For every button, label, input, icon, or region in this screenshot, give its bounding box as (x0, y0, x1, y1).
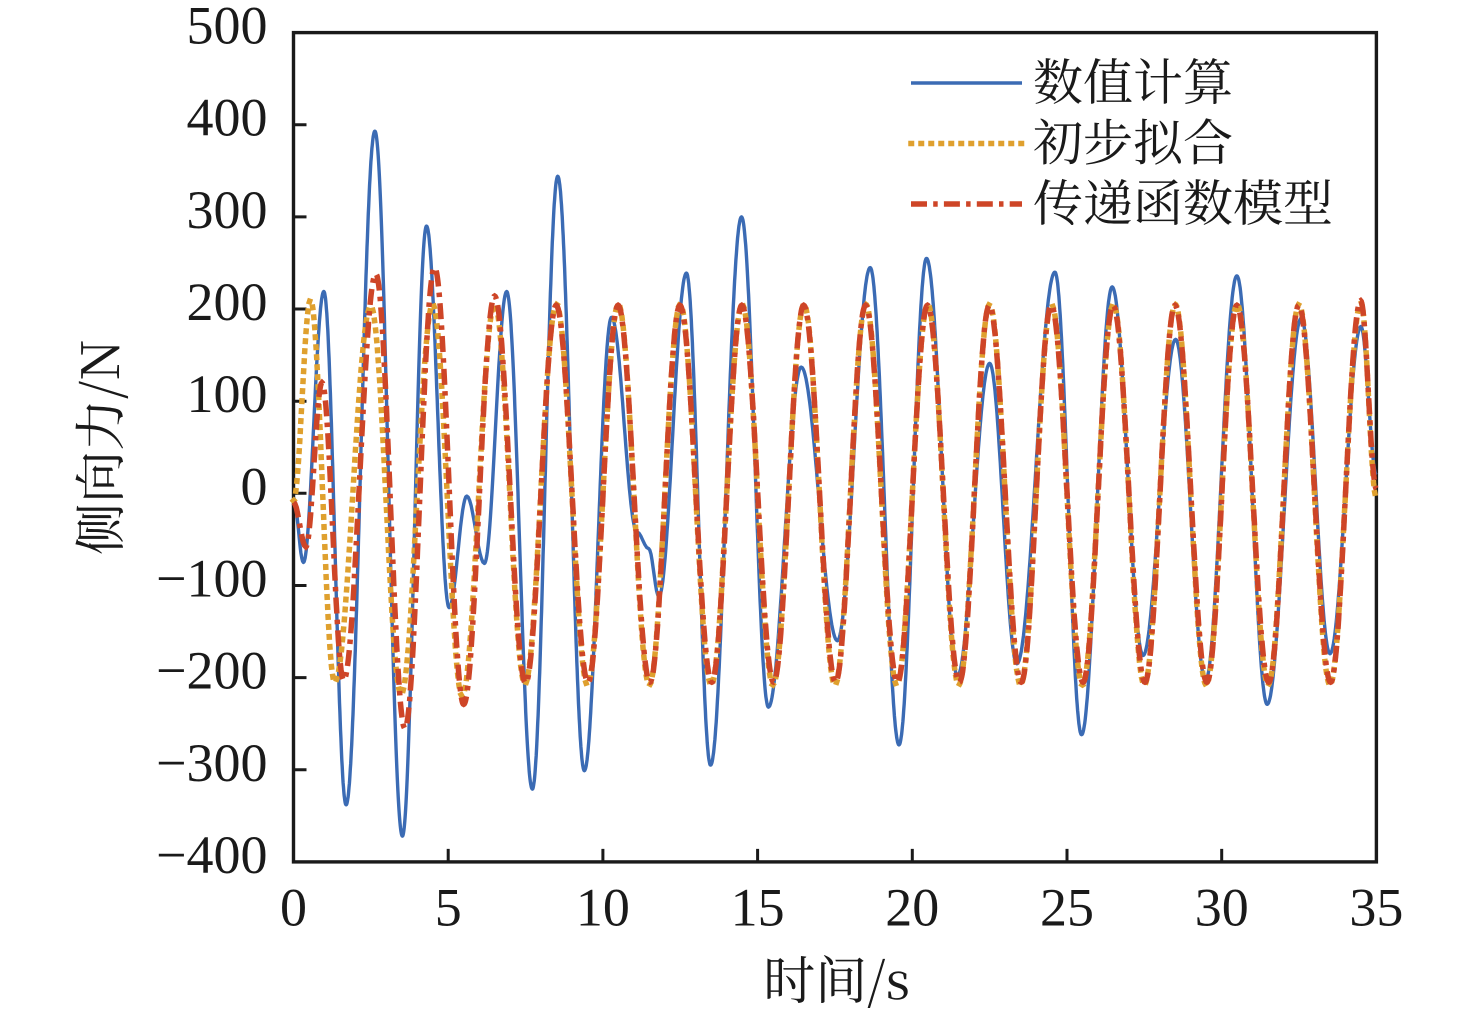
svg-text:0: 0 (241, 456, 268, 516)
svg-text:−400: −400 (156, 825, 267, 885)
svg-text:0: 0 (280, 878, 307, 938)
svg-text:200: 200 (187, 272, 268, 332)
svg-text:−300: −300 (156, 733, 267, 793)
svg-text:300: 300 (187, 180, 268, 240)
svg-text:500: 500 (187, 0, 268, 56)
svg-text:30: 30 (1195, 878, 1249, 938)
svg-text:20: 20 (885, 878, 939, 938)
svg-text:400: 400 (187, 88, 268, 148)
svg-text:5: 5 (435, 878, 462, 938)
svg-text:10: 10 (576, 878, 630, 938)
svg-text:−200: −200 (156, 641, 267, 701)
svg-text:15: 15 (731, 878, 785, 938)
svg-text:35: 35 (1349, 878, 1403, 938)
svg-text:25: 25 (1040, 878, 1094, 938)
svg-text:−100: −100 (156, 549, 267, 609)
svg-text:100: 100 (187, 364, 268, 424)
